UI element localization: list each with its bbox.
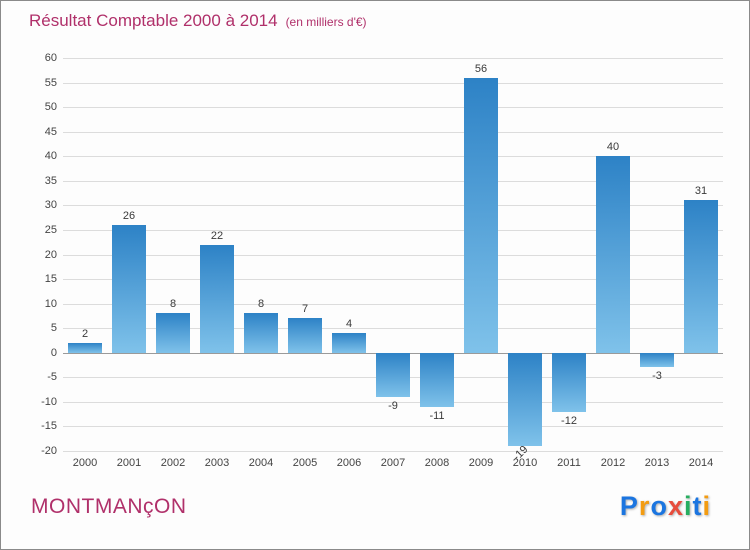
gridline [63, 205, 723, 207]
logo-letter: P [619, 491, 639, 521]
bar-value-label: 7 [301, 303, 309, 316]
gridline [63, 303, 723, 305]
gridline [63, 328, 723, 330]
y-tick-label: -5 [47, 371, 57, 384]
gridline [63, 156, 723, 158]
bar-value-label: 26 [122, 210, 136, 223]
x-tick-label: 2007 [380, 457, 406, 469]
bar [112, 225, 146, 353]
y-tick-label: -15 [41, 420, 57, 433]
bar [420, 352, 454, 407]
gridline [63, 131, 723, 133]
bar [332, 333, 366, 353]
y-tick-label: 40 [44, 150, 57, 163]
bar [244, 313, 278, 353]
y-tick-label: 60 [44, 52, 57, 64]
bar [288, 318, 322, 353]
gridline [63, 180, 723, 182]
bar [464, 77, 498, 353]
bar [200, 244, 234, 353]
bar [68, 342, 102, 353]
logo-letter: x [667, 491, 684, 521]
bar [376, 352, 410, 397]
bar [596, 156, 630, 353]
gridline [63, 229, 723, 231]
x-tick-label: 2012 [600, 457, 626, 469]
bar [156, 313, 190, 353]
x-tick-label: 2003 [204, 457, 230, 469]
bar-value-label: 22 [210, 229, 224, 242]
x-tick-label: 2009 [468, 457, 494, 469]
bar [684, 200, 718, 353]
gridline [63, 82, 723, 84]
entity-name: MONTMANçON [31, 495, 187, 518]
x-tick-label: 2000 [72, 457, 98, 469]
gridline [63, 426, 723, 428]
bar-value-label: -12 [561, 414, 577, 427]
logo-letter: o [650, 491, 668, 521]
x-tick-label: 2002 [160, 457, 186, 469]
y-tick-label: 30 [44, 199, 57, 212]
bar-value-label: 4 [345, 318, 353, 331]
bar-value-label: 2 [81, 327, 89, 340]
y-tick-label: 10 [44, 297, 57, 310]
bar-value-label: -11 [429, 409, 445, 422]
y-tick-label: 20 [44, 248, 57, 261]
chart-title: Résultat Comptable 2000 à 2014 [29, 11, 278, 30]
logo-letter: i [702, 491, 711, 521]
bar-value-label: 40 [606, 141, 620, 154]
title-row: Résultat Comptable 2000 à 2014 (en millie… [29, 11, 367, 31]
x-tick-label: 2011 [557, 457, 581, 469]
x-tick-label: 2013 [644, 457, 670, 469]
bar-value-label: 31 [694, 185, 708, 198]
y-tick-label: -10 [41, 395, 57, 408]
x-tick-label: 2005 [292, 457, 318, 469]
logo-letter: i [683, 491, 693, 521]
gridline [63, 451, 723, 452]
x-tick-label: 2010 [512, 457, 538, 469]
bar-value-label: 8 [169, 298, 177, 311]
bar [640, 352, 674, 368]
y-tick-label: 55 [44, 76, 57, 89]
y-tick-label: 0 [50, 346, 57, 359]
y-tick-label: -20 [41, 445, 57, 457]
bar [508, 352, 542, 447]
proxiti-logo: Proxiti [620, 491, 711, 522]
y-tick-label: 35 [44, 174, 57, 187]
logo-letter: r [638, 491, 651, 521]
gridline [63, 107, 723, 109]
chart-subtitle: (en milliers d'€) [285, 15, 367, 29]
bar-value-label: 56 [474, 62, 488, 75]
y-tick-label: 50 [44, 101, 57, 114]
gridline [63, 254, 723, 256]
y-tick-label: 5 [50, 322, 57, 335]
gridline [63, 401, 723, 403]
x-tick-label: 2001 [116, 457, 142, 469]
gridline [63, 58, 723, 59]
x-tick-label: 2006 [336, 457, 362, 469]
bar-value-label: -3 [652, 370, 662, 383]
x-tick-label: 2004 [248, 457, 274, 469]
x-tick-label: 2014 [688, 457, 714, 469]
bar [552, 352, 586, 412]
x-tick-label: 2008 [424, 457, 450, 469]
gridline [63, 279, 723, 281]
y-tick-label: 25 [44, 223, 57, 236]
y-tick-label: 45 [44, 125, 57, 138]
logo-letter: t [692, 491, 703, 521]
y-tick-label: 15 [44, 273, 57, 286]
bar-value-label: -9 [388, 399, 398, 412]
bar-value-label: 8 [257, 298, 265, 311]
